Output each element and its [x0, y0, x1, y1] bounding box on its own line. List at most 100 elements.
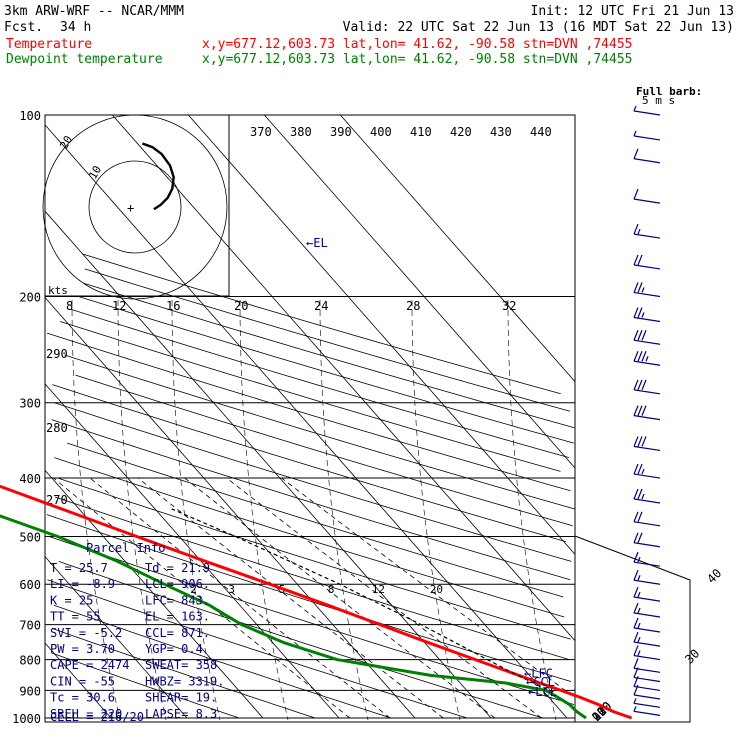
wind-barb: [633, 570, 661, 585]
wind-barb: [633, 148, 661, 164]
parcel-row-left: CIN = -55: [50, 674, 115, 688]
wind-barb-shaft: [633, 710, 661, 716]
wind-barb-shaft: [633, 316, 661, 323]
wind-barb-full: [637, 532, 643, 543]
wind-barb-full: [633, 223, 639, 235]
barb-scale-units: 5 m s: [642, 94, 675, 107]
dry-adiabat: [82, 253, 561, 395]
wind-barb-half: [641, 468, 645, 475]
wind-barb: [633, 551, 661, 567]
isotherm: [44, 642, 112, 719]
wind-barb-shaft: [633, 233, 661, 239]
dry-adiabat: [51, 652, 240, 719]
isotherm: [44, 383, 340, 719]
theta-label: 440: [530, 125, 552, 139]
wind-barb-full: [637, 436, 643, 447]
pressure-tick-label: 1000: [12, 712, 41, 726]
wind-barb: [633, 602, 661, 618]
wind-barb: [633, 706, 661, 716]
mixing-ratio-label: 2: [190, 583, 197, 596]
wind-barb-shaft: [633, 702, 661, 708]
dry-adiabat: [51, 627, 316, 719]
wind-barb-half: [637, 228, 641, 235]
wind-barb-half: [641, 493, 645, 500]
speed-scale-label: 8: [66, 299, 73, 313]
legend-dewpoint: Dewpoint temperature: [6, 52, 163, 67]
speed-scale-curve: [239, 299, 289, 721]
barb-scale-label: Full barb:: [636, 85, 702, 98]
dry-adiabat: [53, 604, 392, 719]
wind-barb-half: [633, 706, 637, 712]
diagram-grid: [44, 114, 691, 723]
wind-barb-shaft: [633, 473, 661, 479]
wind-barb: [633, 436, 661, 452]
dry-adiabat: [64, 354, 575, 510]
parcel-row-left: SREH = 220: [50, 707, 122, 721]
speed-scale-curve: [71, 299, 121, 721]
plot-frame: [44, 114, 576, 723]
forecast-label: Fcst.: [4, 20, 43, 35]
speed-scale-label: 24: [314, 299, 328, 313]
wind-barb-full: [633, 488, 639, 500]
wind-barb: [633, 511, 661, 527]
parcel-row-right: SHEAR= 19.: [145, 691, 217, 705]
wind-barb-full: [641, 330, 647, 341]
wind-barb: [633, 645, 661, 661]
mixing-ratio-label: 3: [228, 583, 235, 596]
wind-barb-shaft: [633, 641, 661, 647]
hodograph-trace: [141, 142, 175, 211]
dry-adiabat: [46, 332, 571, 492]
isotherm: [264, 114, 576, 469]
wind-barb-full: [637, 351, 643, 362]
dry-adiabat: [75, 374, 573, 527]
wind-barb-full: [633, 570, 639, 581]
wind-barb-shaft: [633, 264, 661, 270]
wind-barb-full: [637, 463, 643, 475]
dry-adiabat: [54, 402, 572, 562]
temperature-profile: [0, 484, 633, 720]
theta-label: 410: [410, 125, 432, 139]
isotherm-label-right: 40: [704, 566, 724, 586]
wind-barb-shaft: [633, 596, 661, 602]
theta-label: 370: [250, 125, 272, 139]
wind-barb-half: [637, 556, 641, 563]
wind-barb-half: [637, 591, 641, 598]
wind-barb: [633, 631, 661, 647]
wind-barb: [633, 130, 661, 141]
wind-barb-full: [641, 405, 647, 416]
wind-barb-full: [641, 379, 647, 391]
wind-barb-shaft: [633, 654, 661, 661]
isotherm: [340, 114, 576, 382]
wind-barb: [633, 617, 661, 633]
wind-barb-full: [633, 631, 639, 643]
legend-temperature: Temperature: [6, 37, 92, 52]
diagram-extension-outline: [574, 535, 691, 723]
parcel-info-rows: T = 25.7 Td = 21.9 LI = -8.9 LCL= 906. K = 2…: [50, 561, 224, 721]
wind-barb-shaft: [633, 627, 661, 633]
wind-barb-half: [637, 607, 641, 614]
hodograph-ring-label: 20: [57, 134, 75, 152]
level-marker-el: ←EL: [306, 236, 328, 250]
dewpoint-profile: [0, 514, 587, 720]
wind-barb-full: [633, 658, 639, 669]
dry-adiabat: [84, 268, 571, 412]
dry-adiabat: [70, 308, 570, 458]
dry-adiabat: [49, 536, 575, 705]
mixing-ratio-line: [184, 477, 496, 719]
wind-barb: [633, 223, 661, 239]
parcel-row-right: SWEAT= 358: [145, 658, 217, 672]
wind-barb-full: [633, 148, 639, 159]
pressure-tick-label: 200: [19, 291, 41, 305]
wind-barb-full: [633, 405, 639, 416]
parcel-row-left: Tc = 30.6: [50, 691, 115, 705]
wind-barb-full: [637, 379, 643, 391]
parcel-info-cell: CELL = 216/20: [50, 710, 144, 724]
speed-scale-label: 16: [166, 299, 180, 313]
parcel-row-right: YGP= 0.4: [145, 642, 203, 656]
dry-adiabat: [58, 561, 544, 719]
wind-barb-full: [633, 617, 639, 629]
parcel-row-left: SVI = -5.2: [50, 626, 122, 640]
wind-barb-shaft: [633, 291, 661, 298]
